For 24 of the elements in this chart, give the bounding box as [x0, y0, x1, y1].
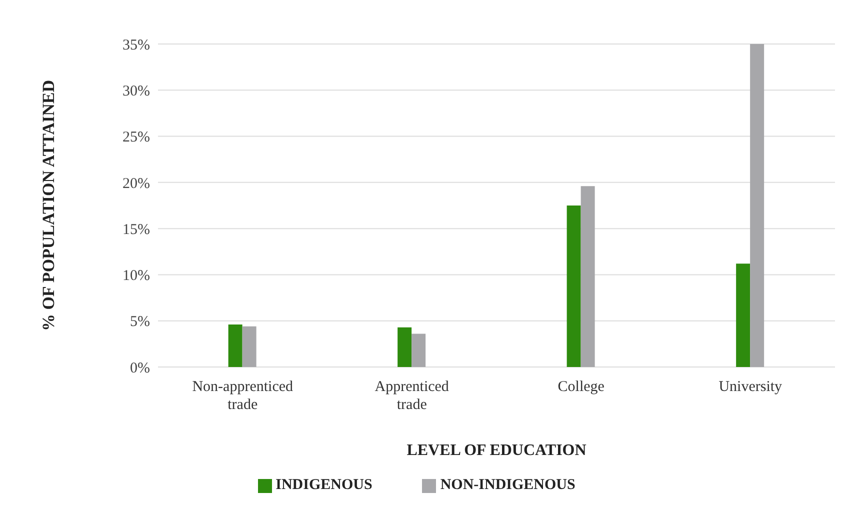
x-tick-label: College	[558, 379, 605, 395]
y-axis-title: % OF POPULATION ATTAINED	[39, 80, 58, 332]
y-tick-label: 5%	[130, 314, 150, 330]
x-axis-title: LEVEL OF EDUCATION	[406, 442, 587, 459]
x-tick-label: Non-apprenticed trade	[192, 379, 294, 413]
x-tick-label: University	[718, 379, 783, 395]
bar	[750, 44, 764, 367]
y-tick-label: 25%	[122, 130, 150, 146]
y-tick-label: 20%	[122, 176, 150, 192]
bar	[566, 206, 581, 367]
bar	[228, 324, 242, 367]
y-tick-label: 10%	[122, 268, 150, 284]
x-tick-label: Apprenticed trade	[374, 379, 450, 413]
y-tick-label: 30%	[122, 83, 150, 100]
y-tick-label: 0%	[130, 360, 150, 376]
bar	[736, 264, 750, 367]
legend-label: NON-INDIGENOUS	[440, 477, 576, 493]
legend-label: INDIGENOUS	[276, 477, 372, 493]
bar	[242, 326, 256, 367]
bar	[580, 186, 595, 367]
bar	[398, 327, 412, 367]
y-tick-label: 15%	[122, 222, 150, 238]
y-tick-label: 35%	[122, 37, 150, 54]
bar	[412, 334, 426, 367]
